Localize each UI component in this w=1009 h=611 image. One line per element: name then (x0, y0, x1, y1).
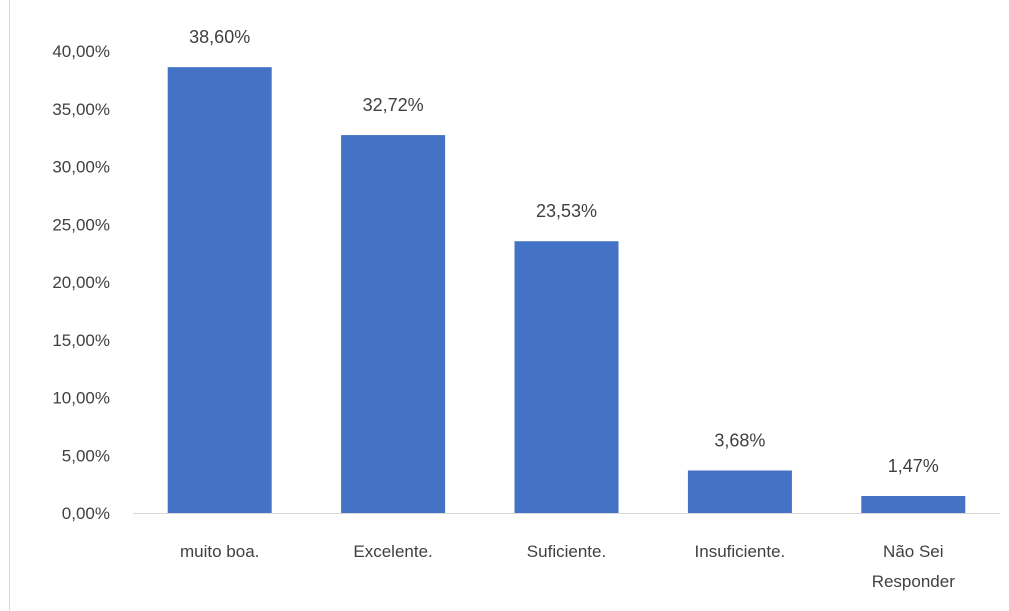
x-axis-labels: muito boa. Excelente. Suficiente. Insuficie… (180, 542, 955, 591)
left-border (9, 0, 10, 611)
x-category-label-line: Excelente. (353, 542, 432, 561)
bar (341, 135, 446, 514)
y-tick-label: 25,00% (52, 215, 110, 234)
data-label: 38,60% (189, 27, 250, 47)
bar (687, 470, 792, 513)
x-category-label-line: Suficiente. (527, 542, 606, 561)
y-tick-label: 20,00% (52, 273, 110, 292)
x-category-label: Suficiente. (527, 542, 606, 561)
y-tick-label: 30,00% (52, 158, 110, 177)
x-category-label-line: muito boa. (180, 542, 259, 561)
y-tick-label: 15,00% (52, 331, 110, 350)
y-tick-label: 5,00% (62, 446, 110, 465)
y-axis-ticks: 0,00% 5,00% 10,00% 15,00% 20,00% 25,00% 30,00%… (52, 42, 110, 523)
bar (167, 67, 272, 514)
x-category-label-line: Insuficiente. (695, 542, 786, 561)
data-label: 1,47% (888, 456, 939, 476)
x-category-label: Insuficiente. (695, 542, 786, 561)
bar (861, 496, 966, 513)
x-category-label-line: Não Sei (883, 542, 943, 561)
data-label: 3,68% (714, 430, 765, 450)
data-label: 23,53% (536, 201, 597, 221)
y-tick-label: 40,00% (52, 42, 110, 61)
y-tick-label: 0,00% (62, 504, 110, 523)
data-labels: 38,60% 32,72% 23,53% 3,68% 1,47% (189, 27, 939, 476)
x-category-label: muito boa. (180, 542, 259, 561)
x-category-label-line: Responder (872, 572, 956, 591)
bar (514, 241, 619, 513)
y-tick-label: 10,00% (52, 389, 110, 408)
data-label: 32,72% (363, 95, 424, 115)
y-tick-label: 35,00% (52, 100, 110, 119)
x-category-label: Excelente. (353, 542, 432, 561)
bars (167, 67, 966, 514)
x-category-label: Não Sei Responder (872, 542, 956, 591)
